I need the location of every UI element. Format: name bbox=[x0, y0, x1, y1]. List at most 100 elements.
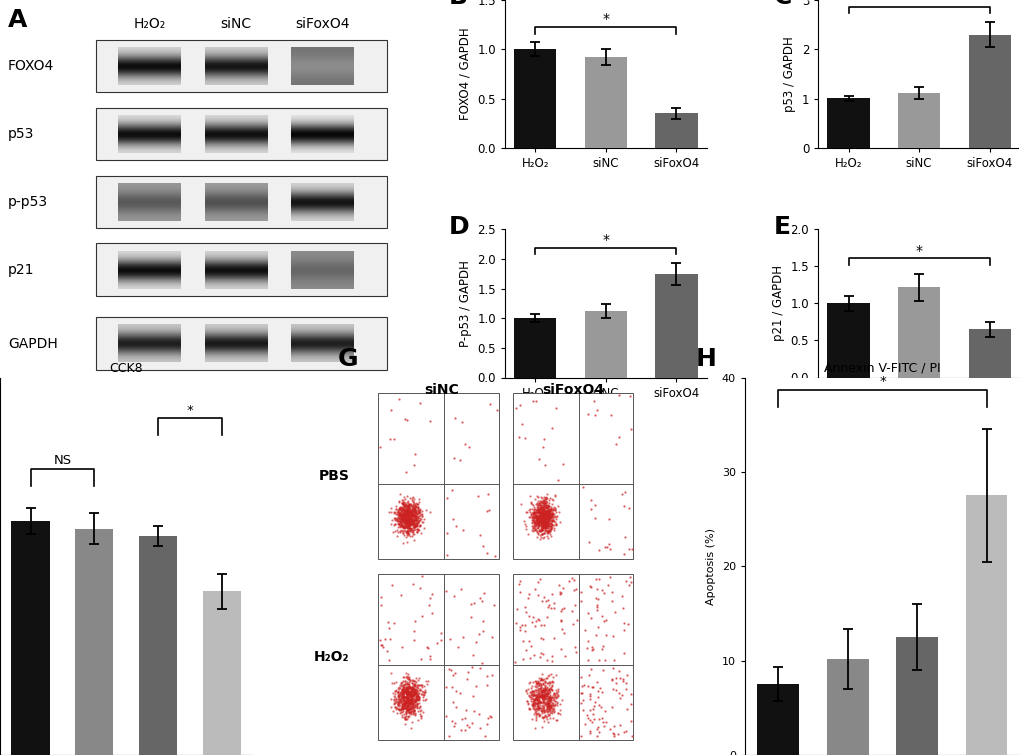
Point bbox=[398, 505, 415, 517]
Point bbox=[386, 517, 403, 529]
Point bbox=[541, 525, 557, 537]
Point bbox=[403, 507, 419, 519]
Point bbox=[399, 683, 416, 695]
Point bbox=[393, 494, 410, 506]
Point bbox=[539, 516, 555, 528]
Point bbox=[542, 676, 558, 688]
Point bbox=[401, 690, 418, 702]
Point bbox=[409, 525, 425, 537]
Point bbox=[391, 508, 408, 520]
Point bbox=[531, 696, 547, 708]
Point bbox=[516, 516, 532, 528]
Point bbox=[587, 630, 603, 642]
Point bbox=[521, 690, 537, 702]
Point bbox=[535, 618, 551, 630]
Point bbox=[387, 514, 404, 526]
Point bbox=[397, 507, 414, 519]
Point bbox=[590, 726, 606, 738]
Point bbox=[400, 691, 417, 703]
Point bbox=[528, 514, 544, 526]
Point bbox=[543, 650, 559, 662]
Point bbox=[539, 506, 555, 518]
Point bbox=[525, 522, 541, 534]
Point bbox=[392, 510, 409, 522]
Point bbox=[411, 505, 427, 517]
Point bbox=[533, 528, 549, 541]
Point bbox=[537, 514, 553, 526]
Point bbox=[464, 716, 480, 729]
Point bbox=[403, 696, 419, 708]
Point bbox=[399, 705, 416, 717]
Point bbox=[398, 698, 415, 710]
Point bbox=[409, 514, 425, 526]
Point bbox=[538, 520, 554, 532]
Point bbox=[401, 687, 418, 699]
Point bbox=[545, 703, 561, 715]
Point bbox=[539, 513, 555, 525]
Point bbox=[389, 698, 406, 710]
Point bbox=[530, 511, 546, 523]
Point bbox=[531, 691, 547, 703]
Point bbox=[406, 698, 422, 710]
Point bbox=[545, 687, 561, 699]
Point bbox=[398, 525, 415, 537]
Point bbox=[404, 509, 420, 521]
Point bbox=[399, 701, 416, 713]
Point bbox=[395, 670, 412, 683]
Point bbox=[401, 673, 418, 686]
Point bbox=[582, 580, 598, 592]
Point bbox=[533, 686, 549, 698]
Point bbox=[539, 697, 555, 709]
Point bbox=[512, 399, 528, 411]
Point bbox=[388, 508, 405, 520]
Point bbox=[562, 605, 579, 617]
Point bbox=[574, 481, 590, 493]
Point bbox=[390, 680, 407, 692]
Point bbox=[540, 698, 556, 710]
Point bbox=[392, 695, 409, 707]
Point bbox=[396, 697, 413, 709]
Point bbox=[532, 510, 548, 522]
Point bbox=[401, 697, 418, 709]
Point bbox=[407, 689, 423, 701]
Point bbox=[533, 522, 549, 535]
Point bbox=[401, 696, 418, 708]
Point bbox=[539, 701, 555, 713]
Point bbox=[536, 524, 552, 536]
Point bbox=[532, 492, 548, 504]
Point bbox=[396, 525, 413, 537]
Point bbox=[398, 527, 415, 539]
Point bbox=[531, 695, 547, 707]
Point bbox=[401, 681, 418, 693]
Point bbox=[529, 491, 545, 503]
Point bbox=[606, 684, 623, 696]
Point bbox=[536, 510, 552, 522]
Point bbox=[534, 707, 550, 719]
Point bbox=[401, 509, 418, 521]
Point bbox=[582, 612, 598, 624]
Point bbox=[538, 507, 554, 519]
Point bbox=[538, 692, 554, 704]
Point bbox=[395, 692, 412, 704]
Point bbox=[396, 697, 413, 709]
Point bbox=[407, 678, 423, 690]
Point bbox=[539, 516, 555, 528]
Point bbox=[405, 681, 421, 693]
Point bbox=[535, 694, 551, 706]
Point bbox=[385, 512, 401, 524]
Point bbox=[395, 507, 412, 519]
Point bbox=[406, 684, 422, 696]
Point bbox=[397, 699, 414, 711]
Point bbox=[536, 505, 552, 517]
Point bbox=[396, 521, 413, 533]
Point bbox=[403, 681, 419, 693]
Point bbox=[540, 510, 556, 522]
Point bbox=[397, 516, 414, 528]
Point bbox=[406, 519, 422, 531]
Point bbox=[481, 504, 497, 516]
Point bbox=[528, 513, 544, 525]
Point bbox=[530, 502, 546, 514]
Bar bbox=[139, 536, 177, 755]
Point bbox=[399, 696, 416, 708]
Point bbox=[519, 507, 535, 519]
